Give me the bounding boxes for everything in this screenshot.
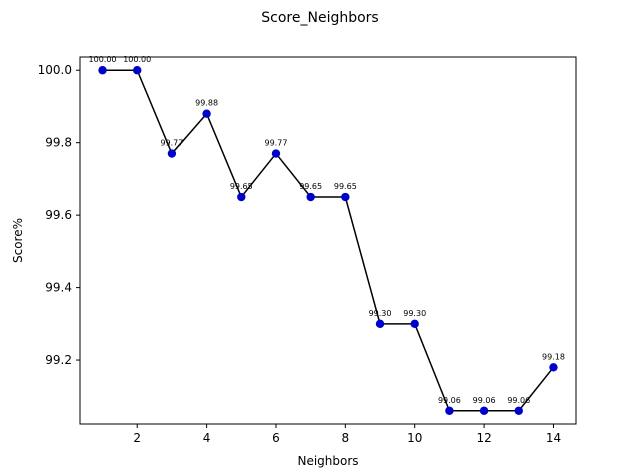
data-point: [479, 406, 489, 415]
data-point: [98, 66, 107, 75]
data-point: [514, 406, 523, 415]
data-label: 99.30: [403, 309, 426, 318]
data-label: 99.06: [473, 396, 496, 405]
x-axis: 2 4 6 8 10 12 14: [133, 424, 561, 445]
plot-area: [79, 56, 577, 425]
y-tick-label: 100.0: [38, 63, 72, 77]
y-tick-label: 99.8: [45, 136, 72, 150]
data-label: 100.00: [89, 55, 117, 64]
data-label: 99.06: [507, 396, 530, 405]
y-tick-label: 99.6: [45, 208, 72, 222]
x-axis-label: Neighbors: [297, 454, 358, 468]
y-tick-label: 99.4: [45, 281, 72, 295]
data-point: [133, 66, 142, 75]
x-tick-label: 2: [133, 431, 141, 445]
data-point: [202, 109, 211, 118]
data-label: 99.65: [230, 182, 253, 191]
x-tick-label: 6: [272, 431, 280, 445]
data-point: [237, 192, 246, 202]
data-point: [341, 192, 350, 202]
data-label: 100.00: [123, 55, 151, 64]
x-tick-label: 10: [407, 431, 422, 445]
series-group: 100.00 100.00 99.77 99.88 99.65 99.77 99.65 99.…: [89, 55, 565, 415]
data-label: 99.77: [160, 139, 183, 148]
data-label: 99.30: [369, 309, 392, 318]
data-point: [375, 319, 385, 329]
data-point: [271, 149, 281, 158]
data-label: 99.88: [195, 99, 218, 108]
data-point: [306, 192, 315, 202]
y-axis-label: Score%: [11, 218, 25, 263]
x-tick-label: 8: [342, 431, 350, 445]
y-tick-label: 99.2: [45, 353, 72, 367]
x-tick-label: 4: [203, 431, 211, 445]
data-point: [549, 363, 558, 372]
data-point: [410, 319, 419, 329]
x-tick-label: 12: [476, 431, 491, 445]
data-point: [167, 149, 177, 158]
data-label: 99.06: [438, 396, 461, 405]
data-point: [445, 406, 454, 415]
data-label: 99.77: [265, 139, 288, 148]
data-label: 99.65: [299, 182, 322, 191]
x-tick-label: 14: [546, 431, 561, 445]
chart-title: Score_Neighbors: [261, 10, 378, 26]
y-axis: 99.2 99.4 99.6 99.8 100.0: [38, 63, 80, 367]
series-line: [102, 69, 555, 412]
data-label: 99.18: [542, 352, 565, 361]
data-label: 99.65: [334, 182, 357, 191]
